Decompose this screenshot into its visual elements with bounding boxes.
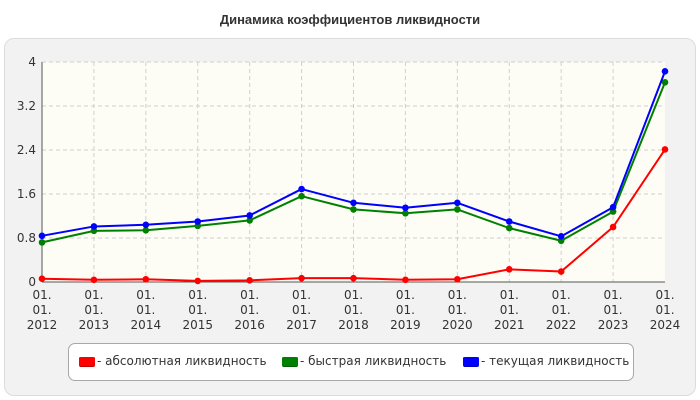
x-tick-label: 01. — [396, 303, 415, 317]
x-tick-label: 01. — [32, 303, 51, 317]
x-tick-label: 01. — [604, 288, 623, 302]
data-point-1 — [350, 206, 357, 213]
data-point-0 — [90, 276, 98, 284]
x-tick-label: 2017 — [286, 318, 317, 332]
data-point-2 — [194, 218, 202, 225]
data-point-1 — [402, 209, 409, 217]
x-tick-label: 01. — [32, 288, 51, 302]
x-tick-label: 2022 — [546, 318, 577, 332]
data-point-0 — [298, 274, 305, 282]
y-tick-label: 2.4 — [17, 143, 36, 157]
data-point-1 — [38, 239, 46, 246]
data-point-2 — [661, 68, 669, 75]
x-tick-label: 2015 — [182, 318, 213, 332]
data-point-0 — [454, 275, 461, 283]
data-point-0 — [661, 146, 669, 153]
data-point-1 — [454, 206, 461, 213]
chart-legend: - абсолютная ликвидность - быстрая ликви… — [68, 343, 634, 381]
data-point-2 — [142, 221, 150, 229]
data-point-2 — [505, 218, 513, 225]
data-point-0 — [609, 223, 617, 231]
legend-label-absolute: - абсолютная ликвидность — [97, 354, 267, 368]
x-tick-label: 01. — [84, 288, 103, 302]
x-tick-label: 01. — [292, 288, 311, 302]
data-point-0 — [557, 268, 565, 275]
data-point-1 — [298, 192, 305, 200]
data-point-2 — [350, 199, 357, 207]
x-tick-label: 2020 — [442, 318, 473, 332]
data-point-2 — [38, 232, 46, 240]
y-tick-label: 0 — [28, 275, 36, 289]
x-tick-label: 01. — [448, 288, 467, 302]
x-tick-label: 01. — [500, 303, 519, 317]
legend-swatch-absolute — [79, 355, 95, 367]
x-tick-label: 2012 — [27, 318, 58, 332]
x-tick-label: 2021 — [494, 318, 525, 332]
y-tick-label: 0.8 — [17, 231, 36, 245]
x-tick-label: 2023 — [598, 318, 629, 332]
data-point-2 — [454, 199, 461, 207]
x-tick-label: 01. — [136, 288, 155, 302]
x-tick-label: 2014 — [131, 318, 162, 332]
data-point-2 — [402, 204, 409, 212]
data-point-0 — [505, 266, 513, 273]
legend-label-current: - текущая ликвидность — [481, 354, 630, 368]
data-point-0 — [142, 275, 150, 283]
x-tick-label: 01. — [500, 288, 519, 302]
x-tick-label: 01. — [344, 303, 363, 317]
legend-label-quick: - быстрая ликвидность — [300, 354, 447, 368]
plot-area — [42, 62, 665, 282]
legend-item-quick[interactable]: - быстрая ликвидность — [282, 353, 446, 369]
x-tick-label: 01. — [84, 303, 103, 317]
x-tick-label: 01. — [604, 303, 623, 317]
legend-swatch-current — [463, 355, 479, 367]
data-point-2 — [609, 203, 617, 211]
x-tick-label: 01. — [448, 303, 467, 317]
x-tick-label: 01. — [188, 288, 207, 302]
x-tick-label: 01. — [655, 288, 674, 302]
data-point-1 — [142, 227, 150, 234]
data-point-2 — [298, 185, 305, 193]
x-tick-label: 01. — [292, 303, 311, 317]
data-point-1 — [505, 224, 513, 232]
y-tick-label: 4 — [28, 55, 36, 69]
x-tick-label: 01. — [188, 303, 207, 317]
x-tick-label: 2019 — [390, 318, 421, 332]
x-tick-label: 01. — [655, 303, 674, 317]
data-point-1 — [661, 79, 669, 86]
x-tick-label: 2016 — [234, 318, 265, 332]
legend-item-absolute[interactable]: - абсолютная ликвидность — [79, 353, 267, 369]
legend-swatch-quick — [282, 355, 298, 367]
data-point-2 — [246, 212, 253, 219]
x-tick-label: 2013 — [79, 318, 110, 332]
legend-item-current[interactable]: - текущая ликвидность — [463, 353, 629, 369]
data-point-0 — [350, 274, 357, 282]
x-tick-label: 2018 — [338, 318, 369, 332]
x-tick-label: 01. — [240, 288, 259, 302]
data-point-2 — [557, 233, 565, 240]
data-point-2 — [90, 223, 98, 230]
x-tick-label: 01. — [552, 303, 571, 317]
data-point-1 — [246, 217, 253, 224]
x-tick-label: 2024 — [650, 318, 681, 332]
chart-title: Динамика коэффициентов ликвидности — [219, 12, 481, 27]
x-tick-label: 01. — [396, 288, 415, 302]
data-point-0 — [194, 277, 202, 285]
data-point-0 — [246, 277, 253, 284]
y-tick-label: 3.2 — [17, 99, 36, 113]
x-tick-label: 01. — [240, 303, 259, 317]
data-point-0 — [402, 276, 409, 284]
x-tick-label: 01. — [344, 288, 363, 302]
y-tick-label: 1.6 — [17, 187, 36, 201]
x-tick-label: 01. — [136, 303, 155, 317]
x-tick-label: 01. — [552, 288, 571, 302]
data-point-0 — [38, 275, 46, 283]
